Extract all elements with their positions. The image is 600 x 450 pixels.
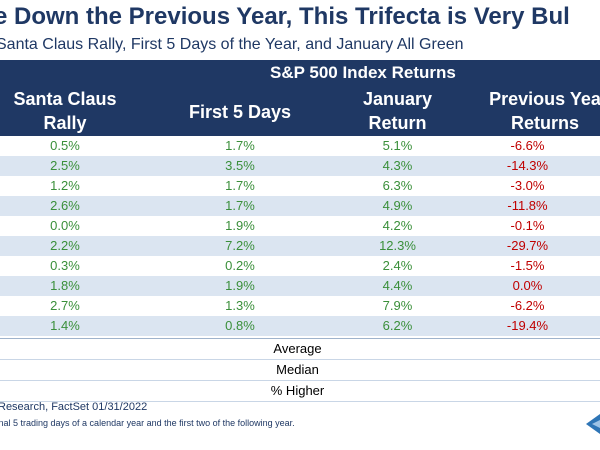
cell-previous-year: 0.0% — [512, 278, 543, 293]
chart-title: e Down the Previous Year, This Trifecta … — [0, 3, 570, 30]
cell-january: 4.3% — [382, 158, 413, 173]
cell-january: 6.2% — [382, 318, 413, 333]
brand-logo-icon — [586, 414, 600, 434]
table-row: 2.5% 3.5% 4.3% -14.3% — [0, 156, 600, 176]
cell-previous-year: -29.7% — [506, 238, 549, 253]
cell-january: 6.3% — [382, 178, 413, 193]
cell-previous-year: -19.4% — [506, 318, 549, 333]
summary-row-average: Average — [0, 339, 600, 360]
cell-santa-claus: 2.5% — [50, 158, 80, 173]
col-header-january-line1: January — [362, 89, 433, 109]
cell-santa-claus: 2.6% — [50, 198, 80, 213]
col-header-previous-year-line1: Previous Yea — [489, 89, 600, 109]
cell-january: 2.4% — [382, 258, 413, 273]
table-header: S&P 500 Index Returns Santa Claus Rally … — [0, 60, 600, 136]
cell-santa-claus: 2.7% — [50, 298, 80, 313]
group-header: S&P 500 Index Returns — [270, 63, 456, 82]
col-header-santa-claus-line2: Rally — [43, 113, 87, 133]
summary-row-median: Median — [0, 360, 600, 381]
cell-previous-year: -11.8% — [507, 198, 548, 213]
cell-first-5-days: 0.8% — [225, 318, 255, 333]
cell-january: 12.3% — [379, 238, 416, 253]
col-header-santa-claus-line1: Santa Claus — [13, 89, 117, 109]
cell-first-5-days: 7.2% — [225, 238, 255, 253]
table-row: 0.5% 1.7% 5.1% -6.6% — [0, 136, 600, 156]
cell-first-5-days: 0.2% — [225, 258, 255, 273]
cell-first-5-days: 1.7% — [225, 198, 255, 213]
footnote: final 5 trading days of a calendar year … — [0, 418, 295, 428]
cell-january: 7.9% — [382, 298, 413, 313]
cell-santa-claus: 2.2% — [50, 238, 80, 253]
table-row: 1.2% 1.7% 6.3% -3.0% — [0, 176, 600, 196]
table-row: 0.3% 0.2% 2.4% -1.5% — [0, 256, 600, 276]
cell-first-5-days: 3.5% — [225, 158, 255, 173]
cell-first-5-days: 1.9% — [225, 218, 255, 233]
summary-rows: Average Median % Higher — [0, 338, 600, 402]
cell-previous-year: -14.3% — [506, 158, 549, 173]
cell-previous-year: -0.1% — [510, 218, 545, 233]
table-row: 1.4% 0.8% 6.2% -19.4% — [0, 316, 600, 336]
cell-santa-claus: 1.8% — [50, 278, 80, 293]
summary-row-pct-higher: % Higher — [0, 381, 600, 402]
cell-january: 4.9% — [382, 198, 413, 213]
cell-santa-claus: 0.0% — [50, 218, 80, 233]
cell-previous-year: -6.2% — [510, 298, 545, 313]
table-row: 2.7% 1.3% 7.9% -6.2% — [0, 296, 600, 316]
cell-january: 4.4% — [382, 278, 413, 293]
col-header-previous-year: Previous Yea Returns — [475, 87, 600, 135]
cell-first-5-days: 1.3% — [225, 298, 255, 313]
table-row: 0.0% 1.9% 4.2% -0.1% — [0, 216, 600, 236]
summary-label: % Higher — [270, 383, 325, 398]
table-row: 2.6% 1.7% 4.9% -11.8% — [0, 196, 600, 216]
cell-santa-claus: 1.4% — [50, 318, 80, 333]
cell-january: 5.1% — [382, 138, 413, 153]
col-header-santa-claus: Santa Claus Rally — [10, 87, 120, 135]
source-note: Research, FactSet 01/31/2022 — [0, 401, 148, 413]
summary-label: Average — [273, 341, 322, 356]
cell-january: 4.2% — [382, 218, 413, 233]
table-body: 0.5% 1.7% 5.1% -6.6% 2.5% 3.5% 4.3% -14.3% 1.2% 1… — [0, 136, 600, 336]
col-header-january: January Return — [350, 87, 445, 135]
cell-first-5-days: 1.9% — [225, 278, 255, 293]
col-header-previous-year-line2: Returns — [510, 113, 579, 133]
cell-santa-claus: 0.5% — [50, 138, 80, 153]
table-row: 1.8% 1.9% 4.4% 0.0% — [0, 276, 600, 296]
col-header-first-5-days: First 5 Days — [188, 102, 292, 122]
cell-first-5-days: 1.7% — [225, 138, 255, 153]
chart-subtitle: Santa Claus Rally, First 5 Days of the Y… — [0, 36, 464, 53]
cell-santa-claus: 1.2% — [50, 178, 80, 193]
summary-label: Median — [276, 362, 319, 377]
cell-previous-year: -3.0% — [510, 178, 545, 193]
cell-first-5-days: 1.7% — [225, 178, 255, 193]
col-header-january-line2: Return — [368, 113, 427, 133]
cell-santa-claus: 0.3% — [50, 258, 80, 273]
cell-previous-year: -6.6% — [510, 138, 545, 153]
table-row: 2.2% 7.2% 12.3% -29.7% — [0, 236, 600, 256]
cell-previous-year: -1.5% — [510, 258, 545, 273]
